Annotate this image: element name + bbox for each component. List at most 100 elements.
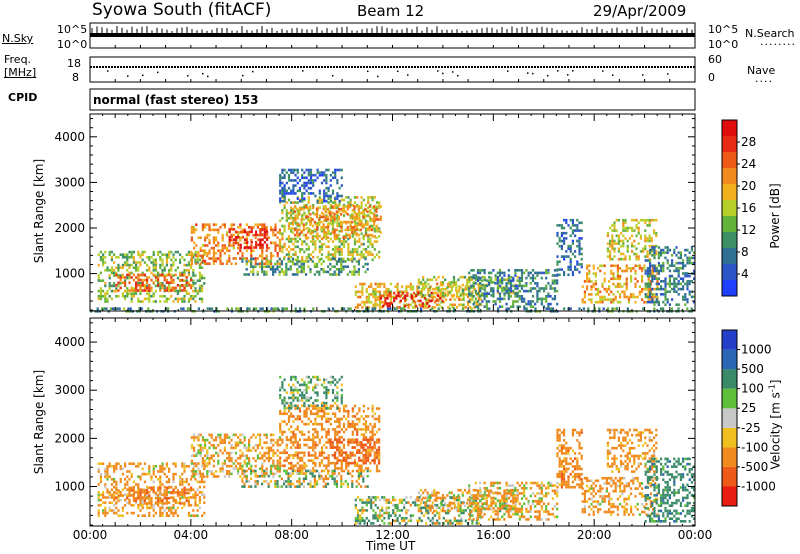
heatmap-cell (576, 226, 579, 230)
heatmap-cell (556, 260, 559, 264)
heatmap-cell (366, 262, 369, 266)
nave-dot (457, 74, 459, 77)
heatmap-cell (279, 197, 282, 200)
heatmap-cell (241, 254, 244, 258)
heatmap-cell (670, 307, 673, 310)
heatmap-cell (312, 203, 315, 207)
heatmap-cell (679, 277, 682, 280)
heatmap-cell (281, 232, 284, 236)
heatmap-cell (197, 444, 200, 447)
heatmap-cell (256, 233, 259, 237)
heatmap-cell (124, 289, 127, 293)
heatmap-cell (379, 218, 382, 221)
heatmap-cell (586, 272, 589, 275)
heatmap-cell (283, 273, 286, 276)
heatmap-cell (664, 293, 667, 296)
heatmap-cell (132, 504, 135, 507)
heatmap-cell (245, 249, 248, 252)
heatmap-cell (370, 228, 374, 232)
heatmap-cell (183, 502, 186, 505)
heatmap-cell (212, 438, 215, 442)
heatmap-cell (228, 470, 231, 473)
heatmap-cell (459, 275, 462, 279)
heatmap-cell (140, 307, 143, 310)
heatmap-cell (126, 273, 129, 277)
heatmap-cell (259, 467, 262, 470)
heatmap-cell (340, 268, 343, 271)
heatmap-cell (529, 287, 532, 290)
heatmap-cell (299, 307, 302, 310)
heatmap-cell (645, 300, 648, 304)
heatmap-cell (148, 284, 151, 287)
heatmap-cell (520, 279, 524, 282)
heatmap-cell (183, 462, 186, 465)
heatmap-cell (99, 462, 102, 465)
heatmap-cell (492, 281, 495, 284)
heatmap-cell (239, 457, 242, 460)
heatmap-cell (622, 239, 625, 243)
heatmap-cell (342, 214, 346, 217)
heatmap-cell (406, 291, 409, 295)
heatmap-cell (210, 457, 213, 460)
heatmap-cell (139, 282, 142, 285)
heatmap-cell (338, 257, 341, 261)
heatmap-cell (337, 207, 341, 211)
heatmap-cell (255, 233, 258, 236)
heatmap-cell (276, 470, 279, 473)
heatmap-cell (371, 245, 374, 249)
heatmap-cell (187, 297, 190, 301)
heatmap-cell (274, 226, 277, 229)
heatmap-cell (197, 252, 200, 255)
heatmap-cell (331, 219, 335, 223)
heatmap-cell (314, 428, 317, 431)
heatmap-cell (474, 282, 477, 285)
heatmap-cell (499, 281, 502, 284)
heatmap-cell (115, 483, 118, 486)
heatmap-cell (356, 303, 360, 307)
heatmap-cell (677, 293, 680, 296)
heatmap-cell (337, 218, 341, 221)
heatmap-cell (303, 203, 306, 207)
heatmap-cell (157, 278, 160, 282)
heatmap-cell (226, 307, 229, 310)
heatmap-cell (639, 250, 642, 253)
heatmap-cell (285, 307, 288, 310)
heatmap-cell (349, 216, 352, 220)
heatmap-cell (514, 295, 517, 298)
heatmap-cell (307, 186, 310, 190)
heatmap-cell (314, 422, 317, 426)
heatmap-cell (615, 234, 618, 238)
heatmap-cell (594, 274, 597, 278)
heatmap-cell (234, 441, 237, 444)
heatmap-cell (477, 303, 481, 307)
heatmap-cell (212, 223, 215, 226)
heatmap-cell (163, 278, 166, 282)
heatmap-cell (170, 496, 173, 499)
heatmap-cell (263, 433, 266, 437)
heatmap-cell (168, 470, 171, 473)
heatmap-cell (520, 284, 524, 288)
heatmap-cell (688, 251, 691, 254)
heatmap-cell (193, 433, 196, 437)
heatmap-cell (296, 171, 299, 174)
heatmap-cell (163, 289, 166, 292)
heatmap-cell (183, 494, 186, 497)
heatmap-cell (334, 461, 337, 465)
heatmap-cell (450, 294, 453, 297)
heatmap-cell (210, 433, 213, 437)
heatmap-cell (340, 220, 343, 224)
heatmap-cell (132, 480, 135, 484)
heatmap-cell (179, 475, 182, 478)
heatmap-cell (165, 263, 168, 267)
heatmap-cell (137, 269, 140, 272)
heatmap-cell (298, 464, 302, 468)
heatmap-cell (139, 462, 142, 465)
heatmap-cell (113, 271, 116, 275)
heatmap-cell (301, 451, 304, 455)
heatmap-cell (150, 502, 153, 505)
heatmap-cell (170, 258, 173, 262)
heatmap-cell (444, 287, 448, 291)
heatmap-cell (494, 302, 497, 306)
heatmap-cell (210, 257, 213, 260)
heatmap-cell (255, 307, 258, 310)
